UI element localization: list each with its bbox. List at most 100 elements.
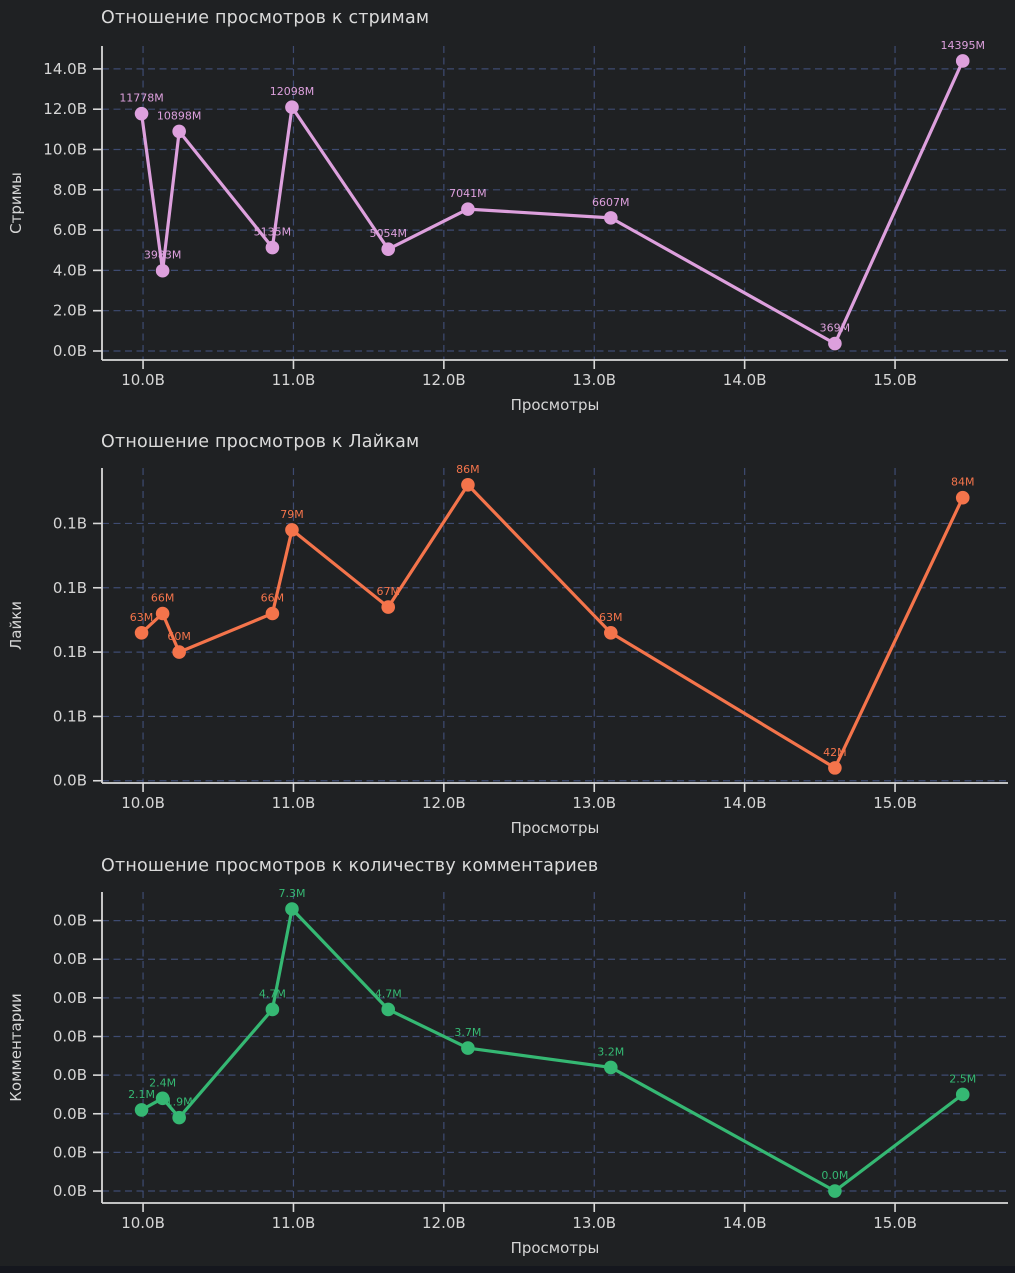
data-point-marker — [134, 626, 149, 640]
data-point-marker — [285, 100, 299, 115]
data-point-marker — [461, 1041, 475, 1055]
data-point-marker — [461, 478, 475, 492]
data-point-label: 63M — [130, 611, 154, 624]
x-axis-tick-label: 13.0B — [572, 371, 616, 389]
data-point-label: 66M — [151, 592, 175, 605]
data-point-marker — [603, 211, 618, 225]
data-point-marker — [134, 1103, 149, 1117]
x-axis-tick-label: 13.0B — [572, 794, 616, 812]
data-point-label: 7.3M — [278, 887, 305, 900]
x-axis-tick-label: 14.0B — [723, 371, 767, 389]
data-point-label: 7041M — [449, 187, 487, 200]
chart-views-vs-likes: Отношение просмотров к Лайкам 10.0B 11.0B… — [0, 424, 1015, 848]
x-axis-tick-label: 12.0B — [422, 1214, 466, 1232]
data-point-label: 14395M — [940, 39, 984, 52]
y-axis-tick-label: 0.1B — [53, 707, 87, 725]
x-axis-tick-label: 12.0B — [422, 794, 466, 812]
x-axis-tick-label: 15.0B — [873, 1214, 917, 1232]
data-point-marker — [155, 606, 170, 621]
data-point-label: 3983M — [144, 249, 182, 262]
data-point-marker — [265, 606, 280, 621]
x-axis-tick-label: 11.0B — [272, 794, 316, 812]
data-point-marker — [172, 1110, 186, 1125]
data-point-marker — [955, 490, 970, 505]
x-axis-tick-label: 14.0B — [723, 794, 767, 812]
y-axis-title: Комментарии — [7, 993, 25, 1101]
chart-views-vs-likes-plot: 10.0B 11.0B 12.0B 13.0B 14.0B 15.0B 0.0B 0.1B 0.… — [7, 463, 1008, 837]
data-point-marker — [828, 336, 842, 351]
chart-title: Отношение просмотров к Лайкам — [101, 432, 420, 452]
chart-views-vs-comments-plot: 10.0B 11.0B 12.0B 13.0B 14.0B 15.0B 0.0B 0.0B 0.… — [7, 887, 1008, 1257]
data-point-label: 12098M — [270, 85, 314, 98]
bottom-strip — [0, 1266, 1015, 1273]
data-point-label: 11778M — [119, 92, 163, 105]
y-axis-tick-label: 0.0B — [53, 1105, 87, 1123]
data-point-label: 4.7M — [259, 987, 286, 1000]
y-axis-tick-label: 14.0B — [43, 60, 87, 78]
data-point-label: 79M — [280, 508, 304, 521]
data-point-label: 63M — [599, 611, 623, 624]
data-point-marker — [461, 202, 475, 216]
data-point-label: 42M — [823, 746, 847, 759]
data-point-label: 0.0M — [821, 1169, 848, 1182]
data-point-label: 2.5M — [949, 1072, 976, 1085]
data-point-label: 3.7M — [454, 1026, 481, 1039]
data-point-label: 1.9M — [166, 1096, 193, 1109]
data-point-marker — [955, 54, 970, 68]
data-point-label: 4.7M — [375, 987, 402, 1000]
x-axis-tick-label: 14.0B — [723, 1214, 767, 1232]
y-axis-tick-label: 8.0B — [53, 181, 87, 199]
x-axis-tick-label: 10.0B — [121, 794, 165, 812]
y-axis-tick-label: 0.0B — [53, 1143, 87, 1161]
x-axis-tick-label: 13.0B — [572, 1214, 616, 1232]
x-axis-tick-label: 10.0B — [121, 1214, 165, 1232]
y-axis-tick-label: 10.0B — [43, 141, 87, 159]
data-point-label: 3.2M — [597, 1045, 624, 1058]
data-point-marker — [603, 1060, 618, 1075]
y-axis-title: Стримы — [7, 172, 25, 234]
data-point-marker — [285, 902, 299, 916]
data-point-marker — [381, 242, 396, 256]
y-axis-tick-label: 0.1B — [53, 579, 87, 597]
series-line — [140, 59, 965, 346]
data-point-label: 67M — [376, 585, 400, 598]
y-axis-title: Лайки — [7, 601, 25, 650]
y-axis-tick-label: 0.0B — [53, 772, 87, 790]
data-point-label: 5135M — [254, 226, 292, 239]
series-line — [140, 907, 965, 1193]
data-point-label: 369M — [820, 322, 851, 335]
x-axis-tick-label: 15.0B — [873, 371, 917, 389]
data-point-label: 5054M — [369, 227, 407, 240]
data-point-marker — [172, 124, 186, 139]
data-point-label: 84M — [951, 476, 975, 489]
chart-views-vs-streams: Отношение просмотров к стримам 10.0B 11.0… — [0, 0, 1015, 424]
data-point-marker — [155, 263, 170, 278]
y-axis-tick-label: 2.0B — [53, 302, 87, 320]
data-point-marker — [285, 523, 299, 537]
chart-title: Отношение просмотров к количеству коммен… — [101, 856, 599, 876]
y-axis-tick-label: 0.0B — [53, 1027, 87, 1045]
data-point-marker — [134, 106, 149, 121]
x-axis-tick-label: 11.0B — [272, 1214, 316, 1232]
x-axis-title: Просмотры — [511, 1239, 600, 1257]
y-axis-tick-label: 4.0B — [53, 261, 87, 279]
data-point-label: 60M — [167, 630, 191, 643]
data-point-label: 86M — [456, 463, 480, 476]
data-point-label: 10898M — [157, 109, 201, 122]
x-axis-title: Просмотры — [511, 396, 600, 414]
data-point-marker — [265, 240, 280, 255]
data-point-marker — [381, 1002, 396, 1017]
data-point-marker — [603, 626, 618, 640]
y-axis-tick-label: 0.0B — [53, 912, 87, 930]
data-point-label: 2.1M — [128, 1088, 155, 1101]
data-point-marker — [828, 761, 842, 775]
series-line — [140, 483, 965, 770]
data-point-marker — [155, 1091, 170, 1106]
data-point-marker — [381, 600, 396, 614]
y-axis-tick-label: 0.1B — [53, 643, 87, 661]
data-point-marker — [955, 1087, 970, 1102]
data-point-label: 2.4M — [149, 1076, 176, 1089]
chart-views-vs-streams-plot: 10.0B 11.0B 12.0B 13.0B 14.0B 15.0B 0.0B 2.0B 4.… — [7, 39, 1008, 414]
y-axis-tick-label: 0.0B — [53, 1182, 87, 1200]
